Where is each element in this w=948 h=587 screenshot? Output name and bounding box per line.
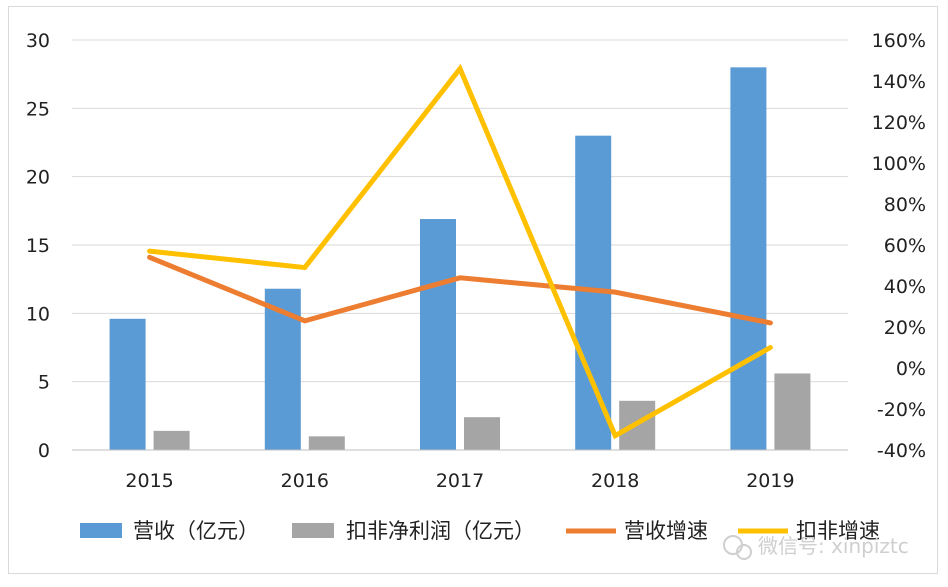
x-axis-ticks: 2015 2016 2017 2018 2019	[125, 470, 794, 492]
right-tick-label: 160%	[872, 30, 926, 52]
watermark-text: 微信号: xinpiztc	[758, 534, 909, 558]
legend-label-0: 营收（亿元）	[133, 519, 259, 543]
bar-2017-s0	[420, 219, 456, 450]
legend-label-2: 营收增速	[624, 519, 708, 543]
right-tick-label: 120%	[872, 112, 926, 134]
right-tick-label: 0%	[896, 358, 926, 380]
right-tick-label: -20%	[877, 399, 926, 421]
wechat-icon	[723, 535, 743, 555]
legend-swatch-1	[292, 523, 334, 538]
x-tick-label: 2019	[746, 470, 794, 492]
left-tick-label: 25	[26, 98, 50, 120]
bar-2019-s1	[774, 373, 811, 450]
right-tick-label: 60%	[884, 235, 926, 257]
left-tick-label: 30	[26, 30, 50, 52]
right-tick-label: -40%	[877, 440, 926, 462]
bar-2017-s1	[464, 417, 500, 450]
right-tick-label: 140%	[872, 71, 926, 93]
x-tick-label: 2015	[125, 470, 173, 492]
bar-2015-s1	[153, 430, 190, 450]
right-tick-label: 80%	[884, 194, 926, 216]
legend: 营收（亿元） 扣非净利润（亿元） 营收增速 扣非增速	[80, 519, 880, 543]
wechat-icon-bubble	[736, 544, 752, 560]
left-axis-ticks: 0 5 10 15 20 25 30	[26, 30, 50, 462]
left-tick-label: 20	[26, 167, 50, 189]
legend-label-3: 扣非增速	[796, 519, 880, 543]
left-tick-label: 15	[26, 235, 50, 257]
watermark: 微信号: xinpiztc	[723, 534, 909, 560]
x-tick-label: 2016	[281, 470, 329, 492]
bar-2016-s1	[308, 436, 345, 450]
right-tick-label: 40%	[884, 276, 926, 298]
bar-2015-s0	[109, 318, 146, 450]
series-lines	[147, 63, 773, 440]
right-axis-ticks: -40% -20% 0% 20% 40% 60% 80% 100% 120% 140% 160%	[872, 30, 926, 462]
right-tick-label: 20%	[884, 317, 926, 339]
x-tick-label: 2018	[591, 470, 639, 492]
right-tick-label: 100%	[872, 153, 926, 175]
legend-label-1: 扣非净利润（亿元）	[346, 519, 535, 543]
legend-swatch-0	[80, 523, 122, 538]
left-tick-label: 0	[38, 440, 50, 462]
x-tick-label: 2017	[436, 470, 484, 492]
left-tick-label: 10	[26, 303, 50, 325]
left-tick-label: 5	[38, 372, 50, 394]
bar-2019-s0	[730, 67, 767, 450]
line-series-3	[147, 63, 773, 440]
